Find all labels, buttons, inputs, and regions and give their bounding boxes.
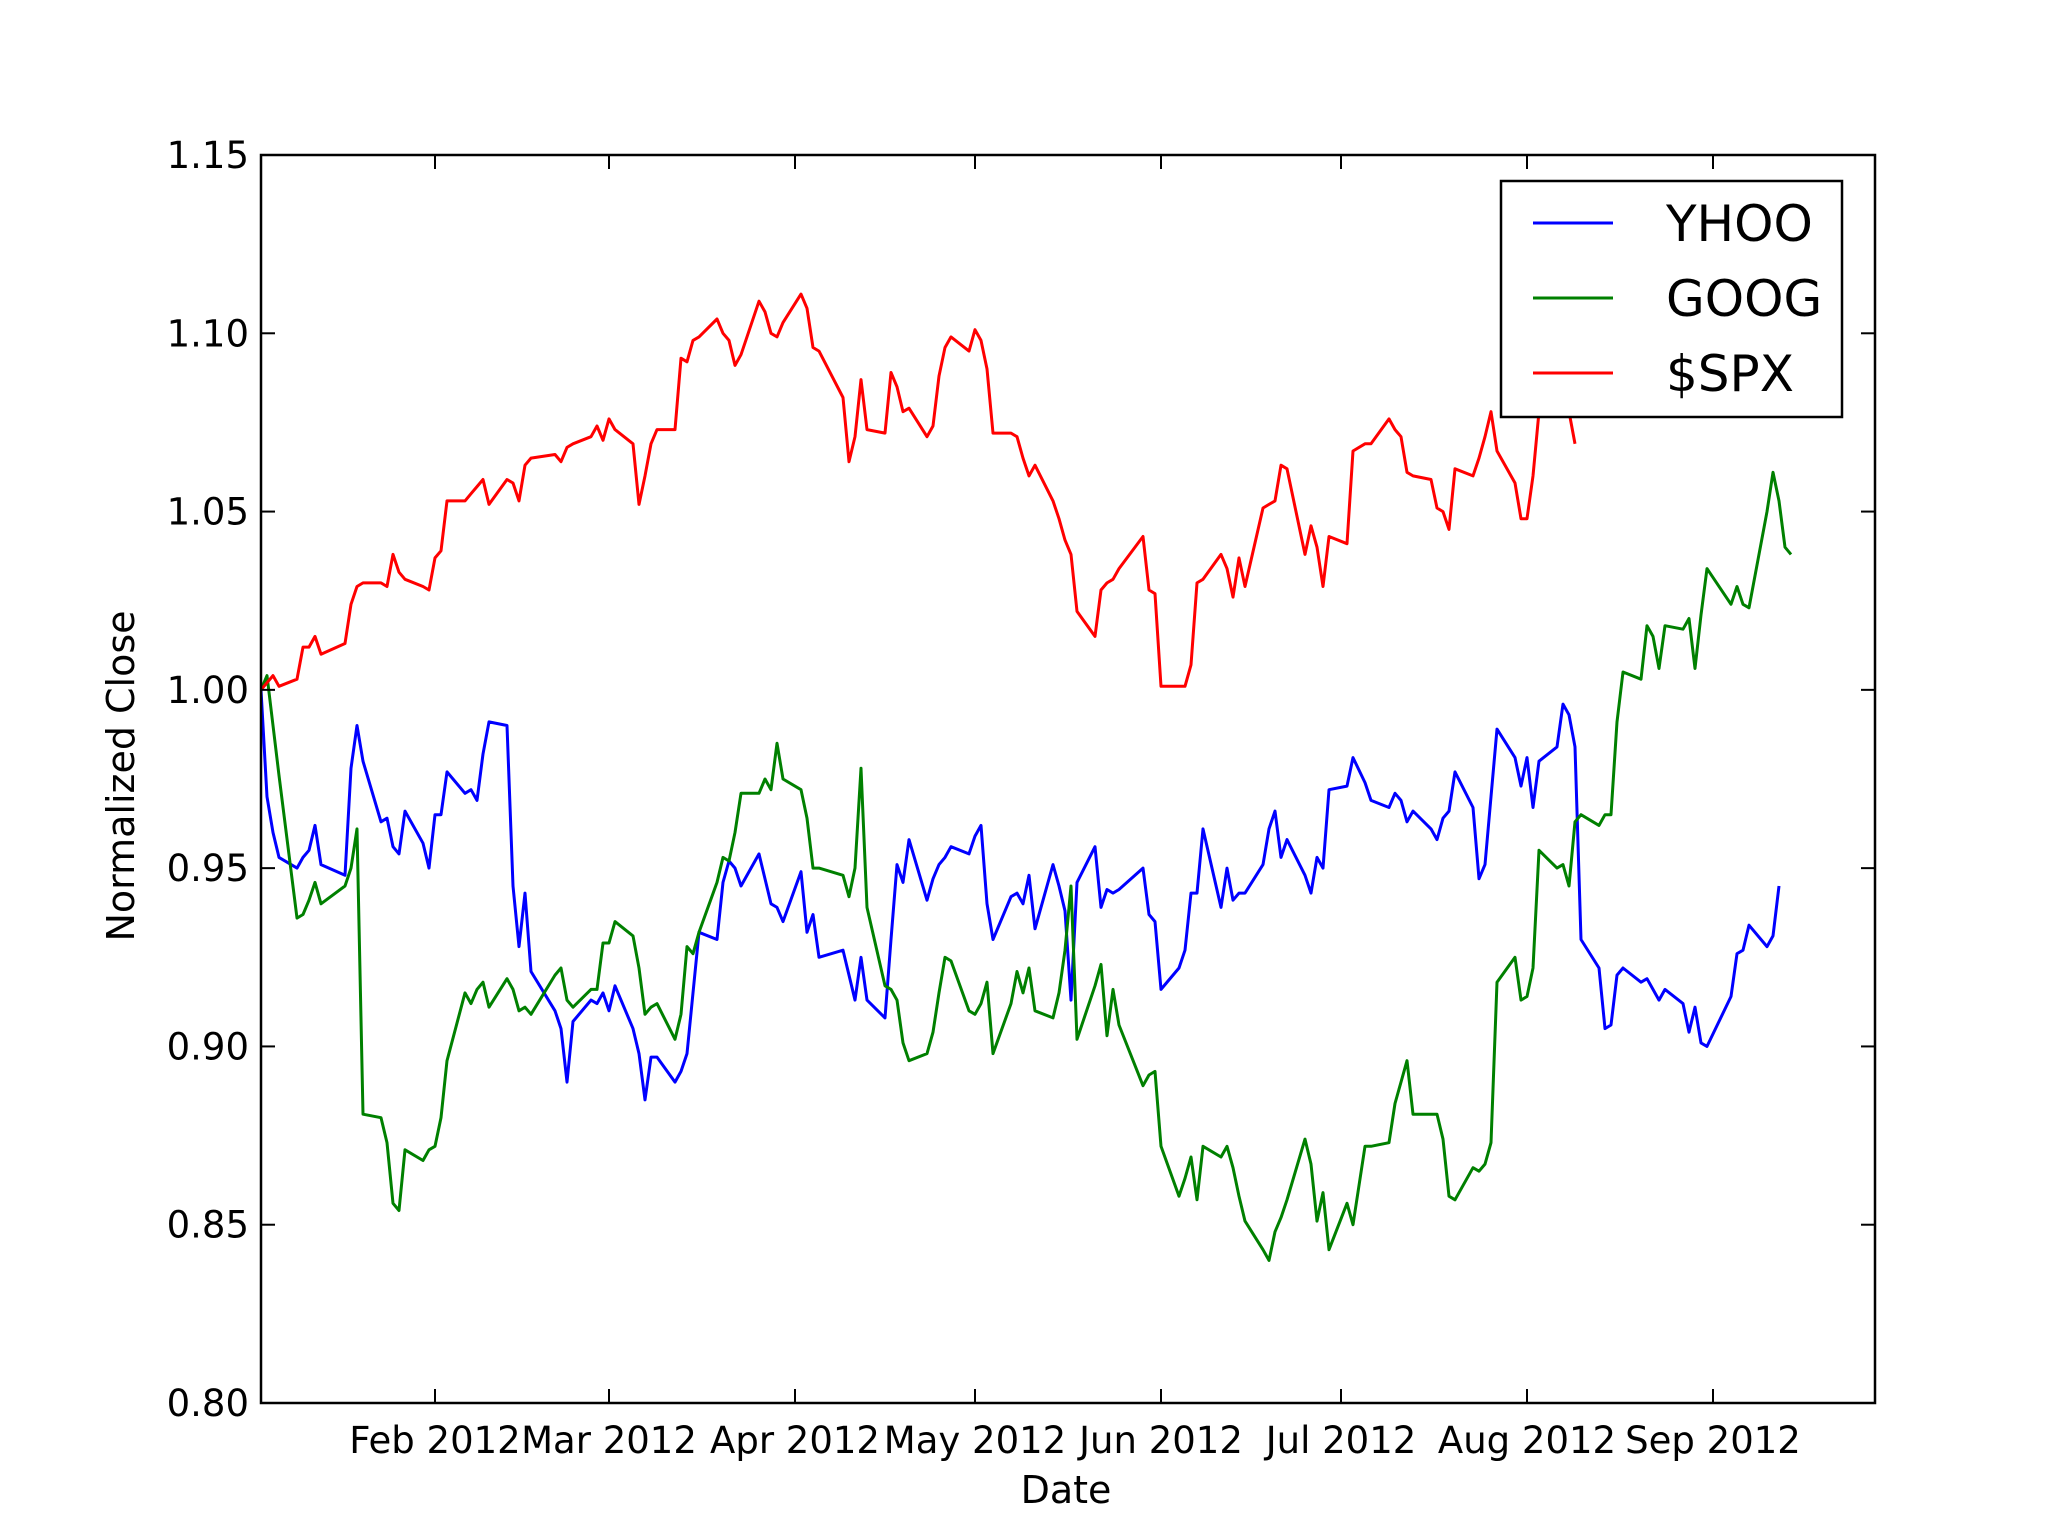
legend: YHOO GOOG $SPX (1499, 179, 1844, 419)
series-line-spx (261, 292, 1577, 691)
legend-label-goog: GOOG (1666, 270, 1822, 328)
legend-label-spx: $SPX (1666, 345, 1794, 403)
x-tick-label: May 2012 (884, 1419, 1066, 1462)
y-tick-label: 0.85 (167, 1204, 249, 1247)
x-tick-label: Apr 2012 (710, 1419, 880, 1462)
x-tick-label: Aug 2012 (1438, 1419, 1616, 1462)
series-line-goog (261, 470, 1793, 1262)
y-tick-label: 0.80 (167, 1382, 249, 1425)
y-tick-label: 1.15 (167, 134, 249, 177)
y-tick-label: 1.00 (167, 669, 249, 712)
y-axis: 0.80 0.85 0.90 0.95 1.00 1.05 1.10 1.15 (167, 134, 1875, 1425)
legend-label-yhoo: YHOO (1665, 195, 1813, 253)
plot-frame (259, 153, 1877, 1405)
x-tick-label: Mar 2012 (521, 1419, 697, 1462)
y-tick-label: 1.10 (167, 312, 249, 355)
x-axis: Feb 2012 Mar 2012 Apr 2012 May 2012 Jun 2012… (349, 155, 1801, 1462)
y-tick-label: 1.05 (167, 491, 249, 534)
x-tick-label: Sep 2012 (1625, 1419, 1801, 1462)
y-axis-label: Normalized Close (99, 610, 143, 941)
x-tick-label: Feb 2012 (349, 1419, 520, 1462)
plot-area (259, 153, 1877, 1405)
y-tick-label: 0.90 (167, 1025, 249, 1068)
x-axis-label: Date (1021, 1468, 1112, 1512)
series-line-yhoo (261, 689, 1781, 1102)
y-tick-label: 0.95 (167, 847, 249, 890)
x-tick-label: Jun 2012 (1077, 1419, 1243, 1462)
x-tick-label: Jul 2012 (1264, 1419, 1417, 1462)
